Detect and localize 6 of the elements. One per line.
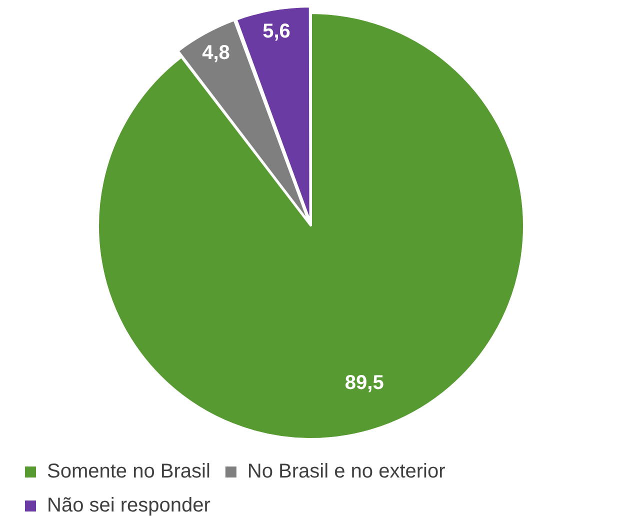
data-label: 5,6 bbox=[262, 20, 290, 43]
data-label: 89,5 bbox=[344, 372, 384, 394]
legend-label: Não sei responder bbox=[47, 494, 211, 517]
legend-label: Somente no Brasil bbox=[47, 460, 210, 483]
legend-label: No Brasil e no exterior bbox=[247, 460, 446, 483]
data-label: 4,8 bbox=[202, 42, 230, 64]
